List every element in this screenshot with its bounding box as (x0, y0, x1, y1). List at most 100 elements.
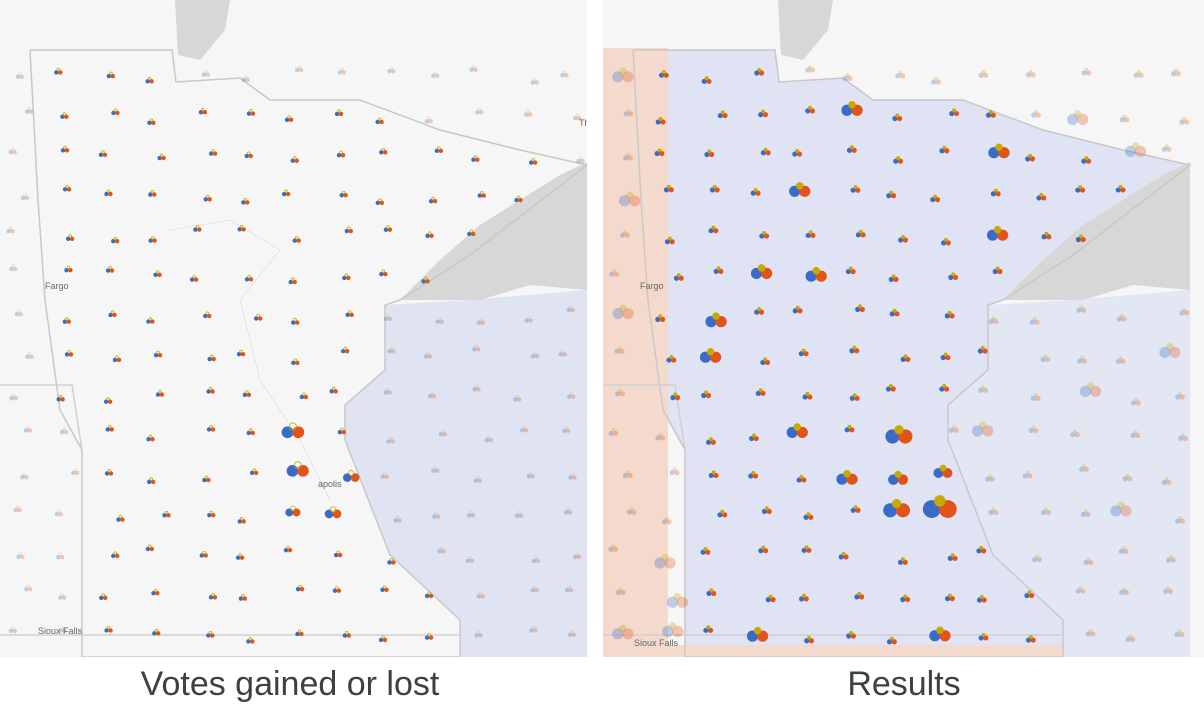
vote-dot (562, 70, 567, 75)
vote-dot (476, 630, 481, 635)
vote-dot (846, 633, 852, 639)
vote-dot (535, 558, 541, 564)
vote-dot (18, 312, 23, 317)
vote-dot (897, 559, 904, 565)
vote-dot (844, 427, 850, 433)
vote-dot (1130, 432, 1136, 439)
vote-dot (1078, 185, 1083, 189)
vote-dot (988, 474, 992, 479)
vote-dot (1182, 307, 1187, 312)
vote-dot (331, 386, 336, 391)
vote-dot (342, 633, 348, 638)
vote-dot (285, 508, 294, 517)
vote-dot (1073, 110, 1082, 118)
vote-dot (1079, 305, 1084, 310)
vote-dot (945, 240, 951, 246)
vote-dot (711, 590, 717, 597)
vote-dot (292, 426, 305, 439)
vote-dot (12, 628, 18, 634)
vote-dot (202, 550, 206, 555)
vote-dot (387, 69, 392, 74)
vote-dot (209, 510, 213, 515)
right-panel: Fargo Sioux Falls (603, 0, 1204, 657)
vote-dot (1174, 631, 1180, 638)
vote-dot (324, 509, 334, 519)
vote-dot (65, 184, 69, 189)
vote-dot (11, 393, 16, 398)
vote-dot (146, 319, 151, 324)
vote-dot (765, 597, 771, 603)
vote-dot (206, 427, 212, 432)
vote-dot (1041, 195, 1047, 201)
vote-dot (1118, 356, 1123, 361)
vote-dot (516, 397, 522, 402)
vote-dot (1082, 464, 1086, 469)
vote-dot (1168, 555, 1173, 560)
vote-dot (706, 439, 712, 445)
vote-dot (528, 160, 534, 165)
state-fill (948, 290, 1190, 657)
vote-dot (1025, 156, 1031, 162)
vote-dot (302, 392, 306, 396)
vote-dot (201, 72, 207, 77)
vote-dot (423, 354, 429, 359)
vote-dot (295, 586, 301, 592)
vote-dot (98, 152, 104, 157)
vote-dot (888, 276, 894, 282)
vote-dot (11, 147, 15, 152)
vote-dot (795, 182, 804, 190)
vote-dot (295, 236, 299, 240)
vote-dot (617, 346, 622, 351)
vote-dot (985, 112, 992, 118)
vote-dot (935, 79, 941, 85)
vote-dot (207, 356, 212, 362)
vote-dot (9, 266, 14, 272)
vote-dot (59, 429, 65, 435)
vote-dot (1032, 557, 1038, 563)
vote-dot (208, 595, 214, 600)
vote-dot (339, 192, 344, 198)
vote-dot (1080, 588, 1086, 594)
vote-dot (900, 557, 905, 562)
vote-dot (669, 355, 674, 359)
vote-dot (567, 510, 573, 515)
vote-dot (770, 597, 776, 603)
vote-dot (951, 272, 956, 277)
vote-dot (62, 628, 67, 633)
vote-dot (758, 309, 765, 315)
vote-dot (244, 153, 249, 159)
vote-dot (434, 73, 440, 79)
vote-dot (530, 474, 536, 479)
vote-dot (567, 632, 573, 638)
vote-dot (290, 320, 296, 325)
vote-dot (427, 116, 431, 121)
vote-dot (341, 70, 347, 75)
vote-dot (189, 277, 195, 282)
vote-dot (564, 73, 569, 78)
vote-dot (375, 200, 381, 206)
vote-dot (845, 73, 850, 78)
vote-dot (1179, 518, 1185, 524)
vote-dot (609, 271, 615, 277)
vote-dot (1116, 316, 1122, 322)
vote-dot (378, 637, 384, 643)
vote-dot (760, 390, 766, 396)
vote-dot (704, 151, 710, 158)
vote-dot (340, 427, 344, 432)
vote-dot (23, 193, 27, 197)
vote-dot (65, 236, 71, 241)
vote-dot (1084, 67, 1089, 72)
vote-dot (803, 351, 809, 357)
vote-dot (432, 199, 438, 204)
vote-dot (68, 352, 74, 357)
vote-dot (952, 274, 959, 280)
vote-dot (480, 191, 484, 195)
vote-dot (1115, 358, 1121, 365)
vote-dot (1040, 356, 1046, 363)
vote-dot (1077, 113, 1089, 126)
vote-dot (1025, 637, 1032, 643)
vote-dot (283, 548, 289, 553)
vote-dot (382, 585, 387, 589)
vote-dot (664, 516, 669, 521)
vote-dot (391, 560, 396, 565)
